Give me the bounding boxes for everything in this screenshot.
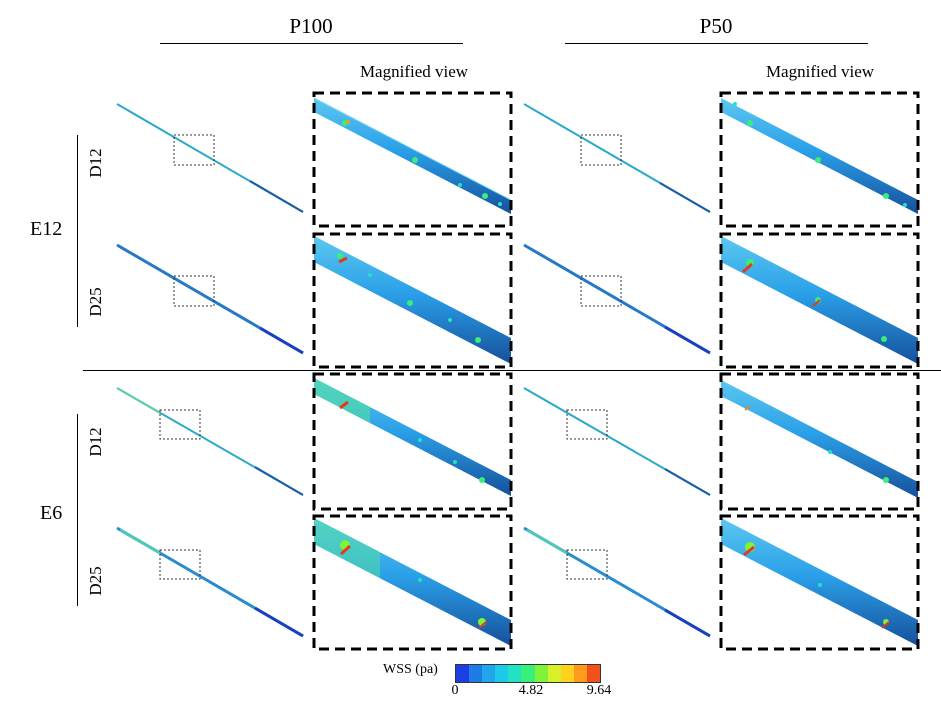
colorbar-swatch bbox=[534, 665, 548, 682]
magnified-panel-p100-e6-d12 bbox=[314, 378, 511, 496]
row-group-rule-e6 bbox=[77, 414, 78, 606]
column-title-p50: P50 bbox=[699, 14, 733, 38]
overview-vessel-p50-e12-d25 bbox=[523, 243, 711, 355]
colorbar-swatch bbox=[482, 665, 496, 682]
legend-tick-max: 9.64 bbox=[586, 683, 612, 698]
magnified-panel-p50-e12-d25 bbox=[721, 236, 918, 364]
magnified-panel-p50-e6-d25 bbox=[721, 518, 918, 646]
row-group-label-e12: E12 bbox=[30, 218, 63, 240]
overview-vessel-p50-e6-d25 bbox=[523, 526, 711, 638]
overview-vessel-p100-e12-d12 bbox=[116, 103, 304, 213]
colorbar-swatch bbox=[586, 665, 601, 682]
overview-vessel-p100-e12-d25 bbox=[116, 243, 304, 355]
legend-title: WSS (pa) bbox=[383, 662, 438, 677]
row-group-rule-e12 bbox=[77, 135, 78, 327]
magnified-label-p50: Magnified view bbox=[765, 62, 875, 81]
legend-tick-mid: 4.82 bbox=[518, 683, 544, 698]
colorbar-swatch bbox=[456, 665, 470, 682]
overview-vessel-p50-e6-d12 bbox=[523, 387, 711, 496]
magnified-panel-p100-e12-d12 bbox=[314, 97, 511, 214]
column-title-p100: P100 bbox=[289, 14, 333, 38]
colorbar-swatch bbox=[560, 665, 574, 682]
colorbar-swatch bbox=[508, 665, 522, 682]
magnified-label-p100: Magnified view bbox=[359, 62, 469, 81]
overview-vessel-p100-e6-d12 bbox=[116, 387, 304, 496]
overview-vessel-p100-e6-d25 bbox=[116, 526, 304, 638]
magnified-panel-p50-e12-d12 bbox=[721, 98, 918, 214]
colorbar-swatch bbox=[547, 665, 561, 682]
colorbar-swatch bbox=[521, 665, 535, 682]
colorbar-swatch bbox=[495, 665, 509, 682]
magnified-panel-p100-e12-d25 bbox=[314, 236, 511, 364]
legend-tick-min: 0 bbox=[451, 683, 459, 698]
colorbar bbox=[455, 664, 601, 683]
group-divider bbox=[83, 370, 941, 371]
colorbar-swatch bbox=[469, 665, 483, 682]
column-rule-p50 bbox=[565, 43, 868, 44]
magnified-panel-p100-e6-d25 bbox=[314, 518, 511, 646]
colorbar-swatch bbox=[573, 665, 587, 682]
column-rule-p100 bbox=[160, 43, 463, 44]
row-group-label-e6: E6 bbox=[40, 502, 63, 524]
overview-vessel-p50-e12-d12 bbox=[523, 103, 711, 213]
magnified-panel-p50-e6-d12 bbox=[721, 380, 918, 498]
